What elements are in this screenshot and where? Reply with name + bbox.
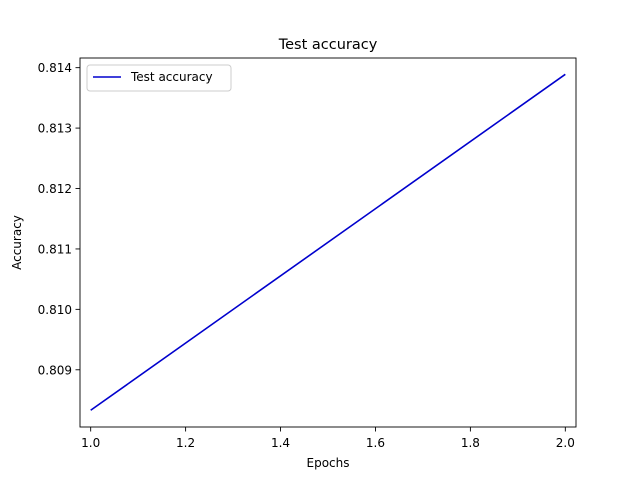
y-tick-label: 0.811: [38, 242, 72, 256]
y-tick-label: 0.812: [38, 182, 72, 196]
x-tick-label: 1.8: [461, 436, 480, 450]
y-tick-label: 0.810: [38, 303, 72, 317]
legend-label-test-accuracy: Test accuracy: [130, 70, 213, 84]
y-axis-label: Accuracy: [10, 215, 24, 270]
x-tick-label: 2.0: [556, 436, 575, 450]
y-tick-label: 0.814: [38, 61, 72, 75]
plot-area: [79, 57, 577, 428]
legend-box: [86, 64, 232, 92]
legend: Test accuracy: [86, 64, 232, 92]
series-layer: [90, 73, 566, 411]
x-tick-label: 1.6: [366, 436, 385, 450]
x-tick-label: 1.0: [81, 436, 100, 450]
x-tick-label: 1.2: [176, 436, 195, 450]
axes-frame: [79, 57, 577, 428]
y-tick-label: 0.813: [38, 122, 72, 136]
x-tick-label: 1.4: [271, 436, 290, 450]
series-line-test-accuracy: [90, 73, 566, 411]
x-axis: 1.0 1.2 1.4 1.6 1.8 2.0: [81, 427, 575, 450]
chart-title: Test accuracy: [278, 37, 378, 53]
y-axis: 0.809 0.810 0.811 0.812 0.813 0.814: [38, 61, 80, 377]
y-tick-label: 0.809: [38, 363, 72, 377]
x-axis-label: Epochs: [307, 456, 350, 470]
